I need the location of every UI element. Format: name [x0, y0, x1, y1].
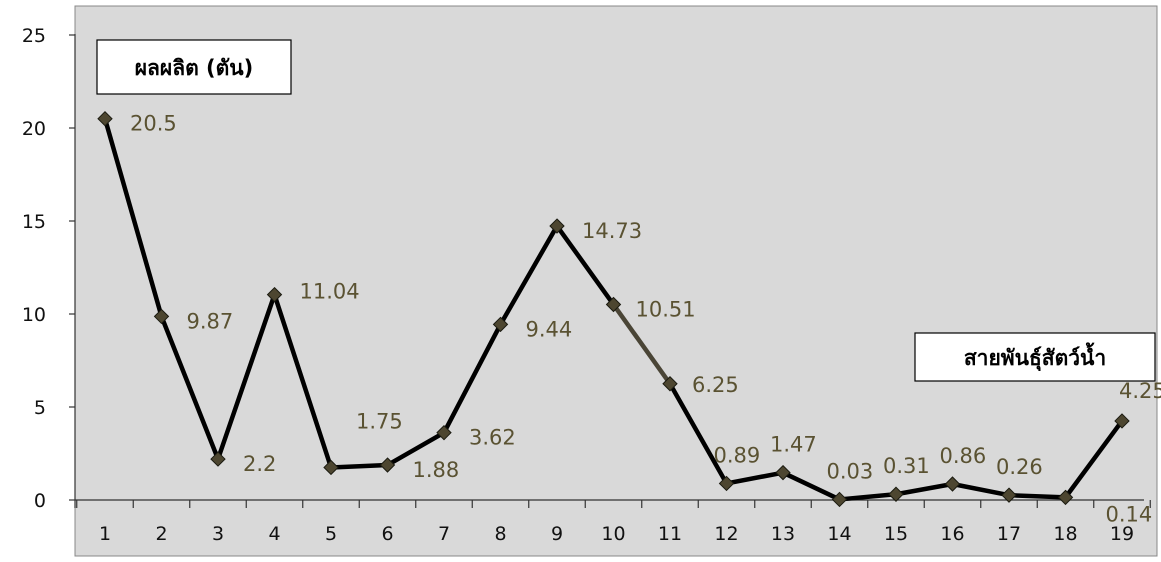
- x-axis-title: สายพันธุ์สัตว์น้ำ: [964, 342, 1106, 372]
- data-label: 6.25: [692, 373, 739, 397]
- data-label: 11.04: [300, 280, 360, 304]
- x-tick-label: 12: [714, 523, 738, 545]
- x-tick-label: 9: [551, 523, 563, 545]
- data-label: 9.87: [187, 309, 234, 333]
- ylabel-box: ผลผลิต (ตัน): [97, 40, 291, 94]
- x-tick-label: 14: [827, 523, 851, 545]
- x-tick-label: 15: [884, 523, 908, 545]
- x-tick-label: 6: [381, 523, 393, 545]
- data-label: 0.14: [1106, 502, 1153, 526]
- data-label: 0.31: [883, 454, 930, 478]
- x-tick-label: 18: [1053, 523, 1077, 545]
- x-tick-label: 3: [212, 523, 224, 545]
- series-segment: [1009, 495, 1066, 497]
- series-segment: [331, 465, 388, 467]
- data-label: 1.47: [770, 433, 817, 457]
- x-tick-label: 2: [155, 523, 167, 545]
- data-label: 0.03: [827, 459, 874, 483]
- y-tick-label: 0: [34, 490, 46, 512]
- data-label: 0.89: [714, 443, 761, 467]
- data-label: 0.86: [940, 444, 987, 468]
- data-label: 14.73: [582, 219, 642, 243]
- x-tick-label: 13: [771, 523, 795, 545]
- xlabel-box: สายพันธุ์สัตว์น้ำ: [915, 333, 1155, 381]
- y-tick-label: 20: [22, 118, 46, 140]
- data-label: 10.51: [636, 298, 696, 322]
- data-label: 1.88: [413, 458, 460, 482]
- y-tick-label: 5: [34, 397, 46, 419]
- data-label: 3.62: [469, 426, 516, 450]
- data-label: 4.25: [1119, 379, 1161, 403]
- x-tick-label: 4: [268, 523, 280, 545]
- data-label: 1.75: [356, 409, 403, 433]
- y-tick-label: 25: [22, 25, 46, 47]
- data-label: 20.5: [130, 112, 177, 136]
- y-tick-label: 10: [22, 304, 46, 326]
- y-axis-title: ผลผลิต (ตัน): [135, 56, 253, 80]
- x-tick-label: 11: [658, 523, 682, 545]
- data-label: 9.44: [526, 317, 573, 341]
- x-tick-label: 8: [494, 523, 506, 545]
- x-tick-label: 7: [438, 523, 450, 545]
- x-tick-label: 1: [99, 523, 111, 545]
- x-tick-label: 16: [940, 523, 964, 545]
- x-tick-label: 10: [601, 523, 625, 545]
- x-tick-label: 17: [997, 523, 1021, 545]
- data-label: 2.2: [243, 452, 276, 476]
- data-label: 0.26: [996, 455, 1043, 479]
- x-tick-label: 5: [325, 523, 337, 545]
- y-tick-label: 15: [22, 211, 46, 233]
